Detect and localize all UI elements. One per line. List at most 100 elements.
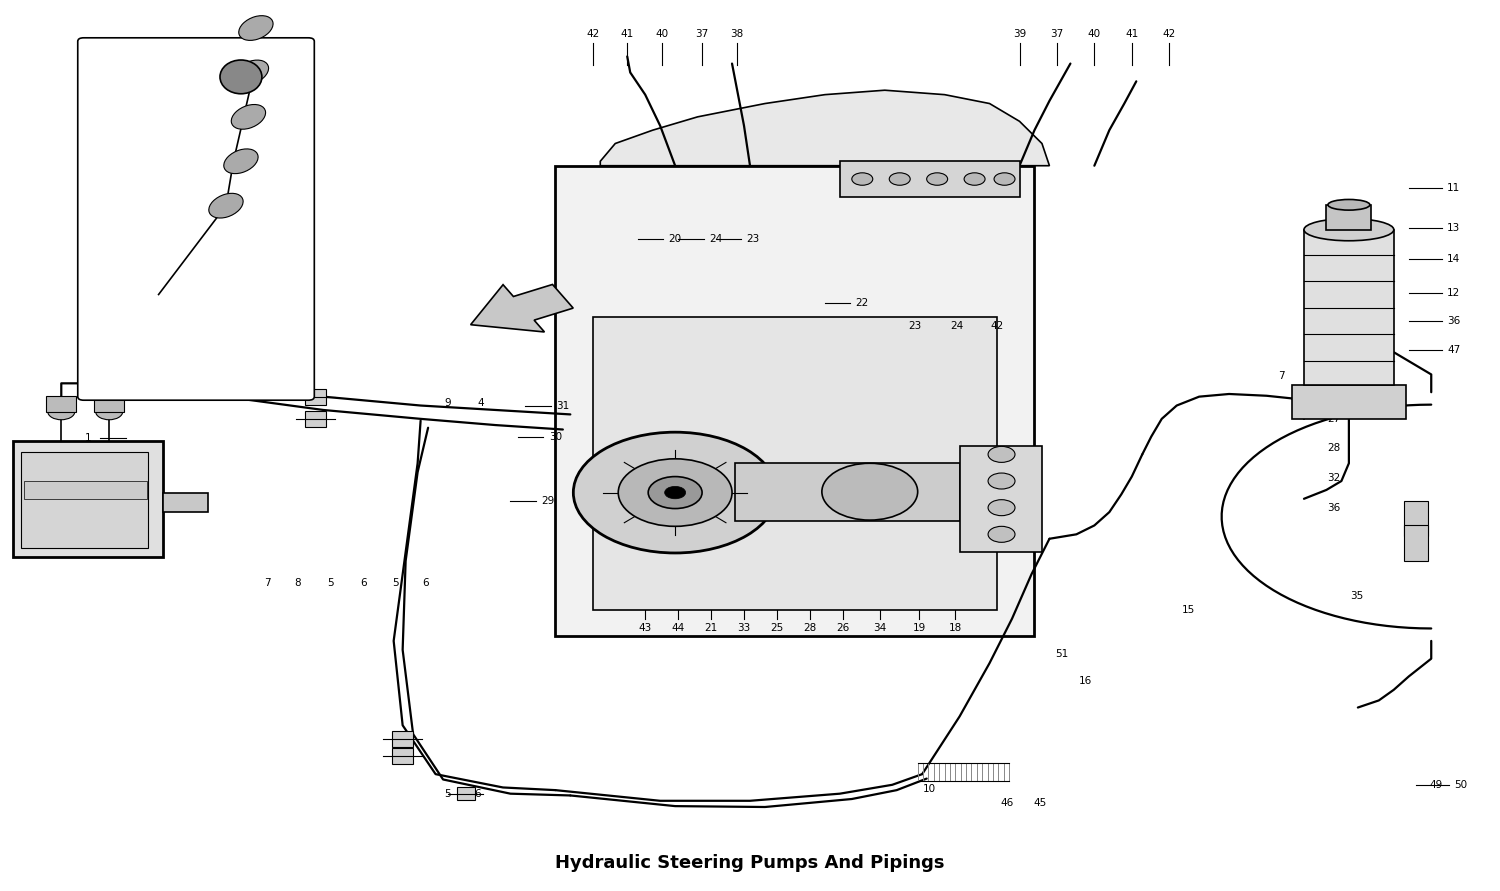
- Circle shape: [96, 404, 123, 420]
- Circle shape: [573, 432, 777, 553]
- Text: 32: 32: [1328, 473, 1341, 483]
- Text: 36: 36: [1448, 316, 1461, 326]
- Text: 30: 30: [549, 431, 562, 442]
- Bar: [1404, 501, 1428, 536]
- Bar: [94, 396, 124, 412]
- Text: Valid for M.2.5: Valid for M.2.5: [150, 372, 242, 381]
- Bar: [1326, 205, 1371, 230]
- Circle shape: [648, 477, 702, 509]
- Bar: [456, 788, 474, 800]
- Ellipse shape: [1328, 200, 1370, 210]
- Text: 5: 5: [392, 578, 399, 588]
- Text: 21: 21: [705, 623, 717, 633]
- Circle shape: [852, 173, 873, 185]
- Bar: [21, 452, 148, 548]
- Text: 15: 15: [1182, 605, 1196, 615]
- Text: 1: 1: [86, 433, 92, 444]
- Text: 18: 18: [948, 623, 962, 633]
- Circle shape: [964, 173, 986, 185]
- Text: 5: 5: [444, 789, 452, 798]
- Text: 19: 19: [912, 623, 926, 633]
- Circle shape: [822, 463, 918, 520]
- Bar: [392, 731, 412, 747]
- Text: 22: 22: [855, 298, 868, 308]
- Circle shape: [927, 173, 948, 185]
- Text: 41: 41: [621, 29, 634, 39]
- Text: 29: 29: [542, 495, 555, 505]
- Ellipse shape: [1304, 218, 1394, 241]
- Circle shape: [664, 486, 686, 499]
- FancyArrow shape: [471, 284, 573, 332]
- Bar: [164, 493, 209, 512]
- Text: 27: 27: [1328, 413, 1341, 424]
- Circle shape: [48, 404, 75, 420]
- Text: 9: 9: [444, 398, 452, 408]
- Circle shape: [890, 173, 910, 185]
- Text: 25: 25: [771, 623, 783, 633]
- Text: 24: 24: [950, 321, 963, 331]
- Text: 37: 37: [1050, 29, 1064, 39]
- Text: 6: 6: [474, 789, 482, 798]
- Circle shape: [988, 527, 1016, 543]
- Text: 36: 36: [1328, 503, 1341, 512]
- Bar: [960, 446, 1042, 552]
- Text: 5: 5: [327, 578, 334, 588]
- Text: 12: 12: [1448, 288, 1461, 298]
- Text: 24: 24: [710, 234, 722, 244]
- Polygon shape: [600, 90, 1050, 166]
- Text: 7: 7: [264, 578, 272, 588]
- Text: 6: 6: [360, 578, 368, 588]
- Text: 17: 17: [276, 159, 290, 169]
- Text: 7: 7: [1278, 372, 1286, 381]
- Text: 34: 34: [873, 623, 886, 633]
- Text: 39: 39: [1013, 29, 1026, 39]
- Circle shape: [994, 173, 1016, 185]
- Text: 33: 33: [738, 623, 750, 633]
- Text: 42: 42: [1162, 29, 1176, 39]
- Text: 31: 31: [556, 401, 570, 411]
- Text: 10: 10: [922, 784, 936, 794]
- Text: 42: 42: [586, 29, 600, 39]
- Ellipse shape: [234, 60, 268, 85]
- Text: 37: 37: [696, 29, 708, 39]
- Text: 4: 4: [477, 398, 484, 408]
- Text: 26: 26: [836, 623, 849, 633]
- Ellipse shape: [231, 104, 266, 129]
- Bar: [306, 411, 327, 427]
- Text: 15: 15: [279, 121, 292, 131]
- Text: 23: 23: [747, 234, 759, 244]
- Text: 51: 51: [1054, 650, 1068, 659]
- Text: 28: 28: [1328, 443, 1341, 454]
- FancyBboxPatch shape: [555, 166, 1035, 636]
- Text: 47: 47: [1448, 345, 1461, 355]
- Ellipse shape: [224, 149, 258, 174]
- Bar: [735, 463, 960, 521]
- Ellipse shape: [238, 16, 273, 40]
- Text: 42: 42: [990, 321, 1004, 331]
- Text: 45: 45: [1034, 797, 1047, 807]
- Bar: [840, 161, 1020, 197]
- Text: 11: 11: [1448, 183, 1461, 193]
- Text: 23: 23: [908, 321, 921, 331]
- Circle shape: [618, 459, 732, 527]
- Text: 16: 16: [273, 198, 286, 208]
- Circle shape: [988, 500, 1016, 516]
- Text: 49: 49: [1430, 780, 1443, 789]
- Text: 40: 40: [1088, 29, 1101, 39]
- Text: 50: 50: [1455, 780, 1467, 789]
- Text: 2: 2: [92, 491, 98, 501]
- Bar: [1404, 526, 1428, 561]
- Text: 13: 13: [1448, 223, 1461, 233]
- Text: 40: 40: [656, 29, 668, 39]
- Bar: [46, 396, 76, 412]
- Text: 43: 43: [639, 623, 652, 633]
- Text: Vale per M.2.5: Vale per M.2.5: [152, 343, 242, 353]
- FancyBboxPatch shape: [78, 37, 315, 400]
- Text: 48: 48: [294, 81, 307, 91]
- Text: 41: 41: [1125, 29, 1138, 39]
- Circle shape: [988, 446, 1016, 462]
- Text: 3: 3: [100, 462, 106, 473]
- Text: 16: 16: [1078, 676, 1092, 686]
- Bar: [592, 316, 998, 609]
- Text: 44: 44: [672, 623, 686, 633]
